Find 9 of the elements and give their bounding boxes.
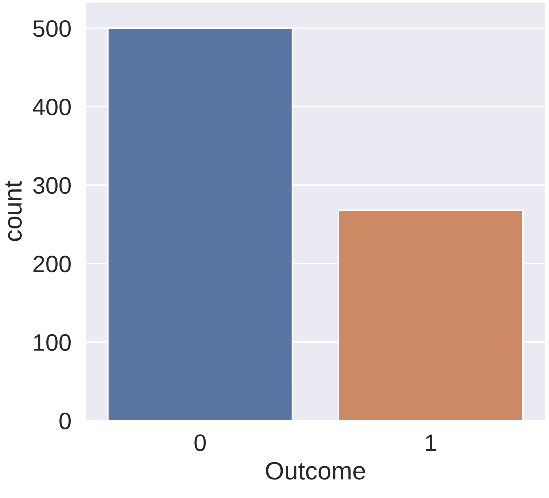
- y-tick-label: 500: [33, 20, 71, 38]
- y-axis-title: count: [6, 181, 22, 242]
- x-tick-label: 1: [426, 434, 436, 452]
- y-tick-label: 300: [33, 177, 71, 194]
- x-axis-title: Outcome: [266, 462, 366, 480]
- y-tick-label: 100: [34, 334, 71, 352]
- y-tick-label: 0: [60, 412, 71, 430]
- y-tick-label: 200: [34, 256, 71, 273]
- y-tick-label: 400: [33, 98, 71, 116]
